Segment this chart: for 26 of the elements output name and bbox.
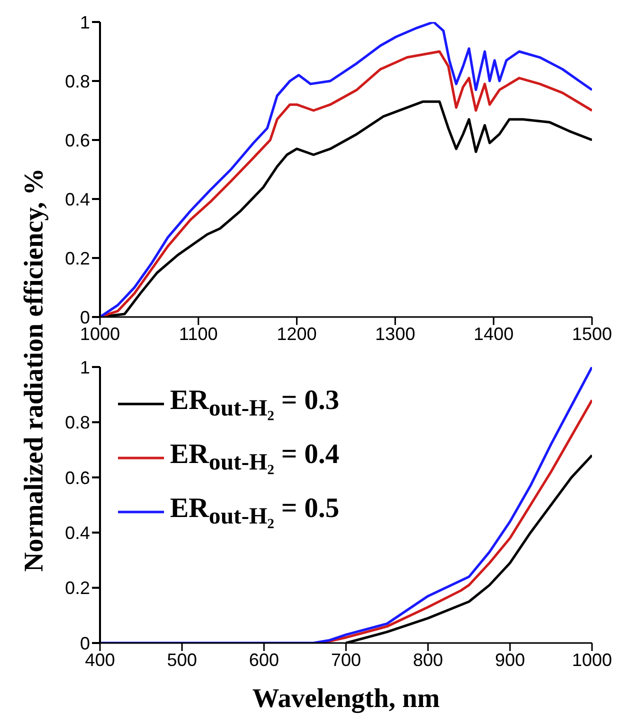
x-tick-label: 1100 [179, 324, 218, 344]
y-tick-label: 0.6 [64, 130, 90, 150]
x-tick-label: 900 [494, 650, 526, 670]
x-tick-label: 1500 [572, 324, 612, 344]
x-tick-label: 1200 [276, 324, 317, 344]
x-tick-label: 1300 [375, 324, 416, 344]
legend-label: ER$_{out-H₂}$ = 0.4 [170, 439, 340, 477]
y-tick-label: 0.8 [64, 71, 90, 92]
x-tick-label: 1400 [474, 324, 514, 344]
x-axis-title: Wavelength, nm [252, 683, 440, 713]
x-tick-label: 500 [166, 650, 198, 670]
y-tick-label: 0.6 [64, 468, 90, 488]
x-tick-label: 800 [412, 650, 444, 670]
y-tick-label: 1 [80, 12, 90, 32]
y-tick-label: 0.4 [64, 522, 90, 543]
y-tick-label: 0.4 [64, 189, 90, 210]
y-tick-label: 0.2 [64, 248, 90, 268]
x-tick-label: 700 [330, 650, 362, 670]
x-tick-label: 600 [248, 650, 280, 670]
legend-label: ER$_{out-H₂}$ = 0.3 [170, 385, 340, 423]
y-tick-label: 1 [80, 357, 90, 378]
y-tick-label: 0.2 [64, 578, 90, 598]
x-tick-label: 1000 [572, 650, 612, 670]
legend-label: ER$_{out-H₂}$ = 0.5 [170, 493, 340, 531]
y-axis-title: Normalized radiation efficiency, % [18, 168, 50, 572]
y-tick-label: 0.8 [64, 412, 90, 433]
